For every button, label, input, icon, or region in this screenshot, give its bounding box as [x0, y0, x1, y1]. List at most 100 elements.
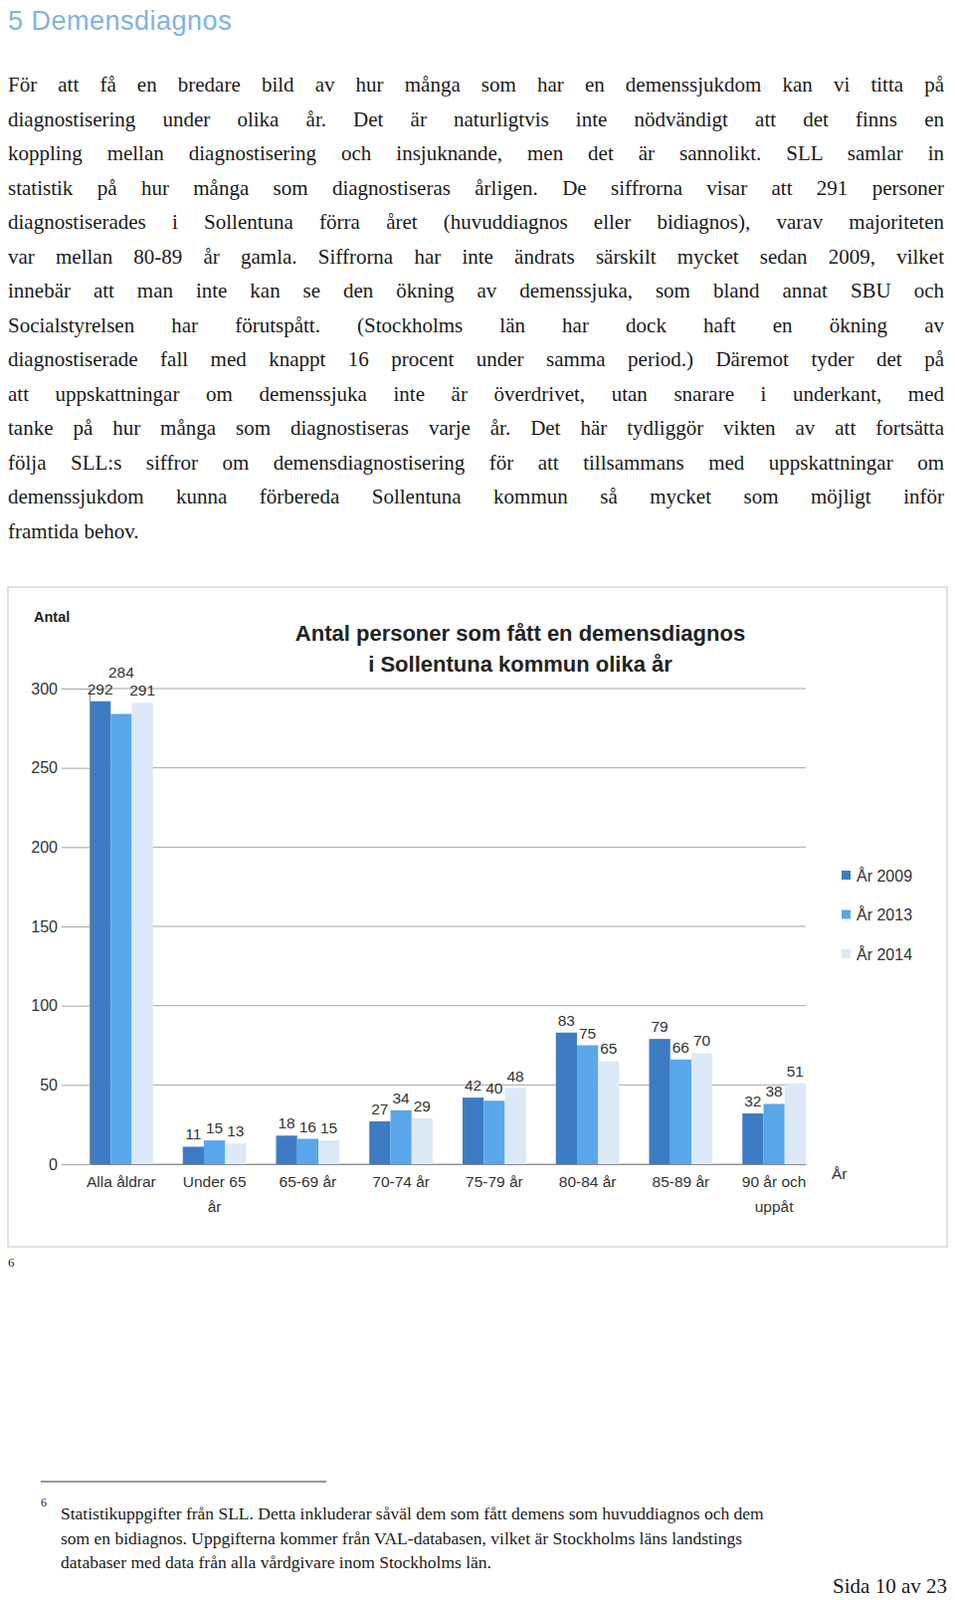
bar	[597, 1060, 619, 1164]
legend-swatch	[841, 949, 851, 958]
paragraph-line: För att få en bredare bild av hur många …	[7, 67, 945, 103]
bar	[224, 1143, 246, 1164]
data-label: 42	[464, 1076, 482, 1094]
data-label: 284	[108, 663, 135, 681]
data-label: 291	[129, 681, 156, 699]
bars	[89, 701, 806, 1164]
y-tick-label: 100	[30, 996, 58, 1014]
footnote-line: som en bidiagnos. Uppgifterna kommer frå…	[60, 1526, 743, 1550]
x-tick-label: Alla åldrar	[86, 1172, 157, 1190]
bar	[183, 1146, 204, 1164]
data-label: 13	[226, 1122, 244, 1140]
x-tick: Alla åldrar	[86, 1163, 157, 1190]
legend: År 2009 År 2013 År 2014	[841, 866, 913, 963]
bar	[276, 1135, 298, 1164]
data-label: 83	[558, 1011, 575, 1029]
paragraph-line: innebär att man inte kan se den ökning a…	[7, 273, 945, 309]
data-label: 16	[299, 1118, 317, 1136]
footnote-rule	[40, 1481, 327, 1483]
data-label: 75	[578, 1024, 596, 1042]
x-tick: 90 år ochuppåt	[742, 1163, 807, 1215]
data-label: 27	[371, 1100, 388, 1118]
footnote-line: Statistikuppgifter från SLL. Detta inklu…	[60, 1501, 764, 1526]
bar	[742, 1113, 764, 1164]
footnote-line: databaser med data från alla vårdgivare …	[60, 1549, 492, 1574]
chart-title: Antal personer som fått en demensdiagnos…	[295, 620, 746, 677]
x-tick: 75-79 år	[465, 1163, 524, 1190]
y-axis: 0 50 100 150 200 250 300	[30, 680, 90, 1173]
bar	[203, 1140, 225, 1164]
paragraph-line: framtida behov.	[7, 514, 945, 550]
legend-swatch	[841, 910, 851, 920]
paragraph-line: diagnostiserade fall med knappt 16 proce…	[7, 342, 945, 378]
legend-label: År 2014	[856, 945, 913, 963]
y-tick-label: 50	[39, 1076, 58, 1094]
bar	[89, 701, 111, 1164]
y-tick-label: 0	[48, 1155, 58, 1173]
x-tick: 80-84 år	[559, 1163, 617, 1190]
bar	[110, 713, 132, 1164]
y-tick: 50	[39, 1076, 90, 1094]
data-label: 29	[413, 1097, 431, 1115]
y-tick: 0	[48, 1155, 90, 1173]
grid-line	[89, 926, 806, 928]
y-tick: 300	[30, 680, 90, 698]
page-canvas: 0 50 100 150 200 250 300 Alla åldrar Under 65år 6…	[0, 0, 955, 1600]
x-tick-label: 75-79 år	[465, 1172, 524, 1190]
paragraph-line: att uppskattningar om demenssjuka inte ä…	[7, 377, 945, 412]
bar	[576, 1045, 598, 1165]
grid	[89, 688, 806, 1164]
bar	[132, 702, 154, 1164]
paragraph-line: koppling mellan diagnostisering och insj…	[7, 136, 945, 172]
bar	[505, 1088, 527, 1164]
data-label: 32	[744, 1092, 762, 1110]
data-labels: 2922842911115131816152734294240488375657…	[87, 663, 804, 1144]
y-tick-mark	[61, 1084, 90, 1086]
y-tick-label: 200	[30, 838, 58, 856]
data-label: 51	[786, 1062, 804, 1080]
data-label: 15	[320, 1119, 338, 1137]
paragraph-line: Socialstyrelsen har förutspått. (Stockho…	[7, 308, 945, 344]
bar	[483, 1100, 505, 1164]
bar	[784, 1083, 806, 1164]
paragraph-line: diagnostisering under olika år. Det är n…	[7, 102, 945, 138]
grid-line	[89, 846, 806, 848]
y-tick: 200	[30, 838, 90, 856]
paragraph-line: diagnostiserades i Sollentuna förra året…	[7, 204, 945, 240]
bar	[369, 1121, 390, 1164]
x-tick-label: 70-74 år	[372, 1172, 430, 1190]
data-label: 18	[278, 1114, 296, 1132]
chart-frame	[7, 586, 948, 1247]
bar	[556, 1032, 577, 1164]
bar	[318, 1140, 340, 1164]
y-tick-label: 250	[30, 759, 58, 776]
grid-line	[89, 688, 806, 690]
x-axis: Alla åldrar Under 65år 65-69 år 70-74 år 75-…	[86, 1163, 807, 1215]
y-tick-mark	[61, 767, 90, 769]
x-tick-label: 65-69 år	[279, 1172, 338, 1190]
bar	[649, 1038, 671, 1164]
data-label: 66	[672, 1038, 690, 1056]
bar	[670, 1059, 692, 1164]
footnote-ref: 6	[7, 1254, 15, 1271]
x-tick: 70-74 år	[372, 1163, 430, 1190]
bar	[764, 1103, 785, 1164]
paragraph-line: demenssjukdom kunna förbereda Sollentuna…	[7, 479, 945, 515]
legend-label: År 2009	[856, 866, 913, 885]
grid-line	[89, 766, 806, 768]
y-tick: 150	[30, 918, 90, 936]
data-label: 65	[599, 1039, 617, 1057]
data-label: 38	[765, 1082, 783, 1100]
bar	[462, 1097, 484, 1164]
y-tick-mark	[61, 688, 90, 690]
page-number: Sida 10 av 23	[832, 1574, 948, 1597]
data-label: 40	[485, 1079, 504, 1097]
legend-label: År 2013	[856, 905, 913, 924]
x-tick: Under 65år	[183, 1163, 247, 1215]
paragraph-line: tanke på hur många som diagnostiseras va…	[7, 410, 945, 446]
bar	[691, 1052, 713, 1164]
x-axis-line	[90, 1163, 807, 1165]
bar	[390, 1110, 412, 1164]
bar	[297, 1139, 319, 1164]
y-axis-line	[89, 689, 91, 1165]
